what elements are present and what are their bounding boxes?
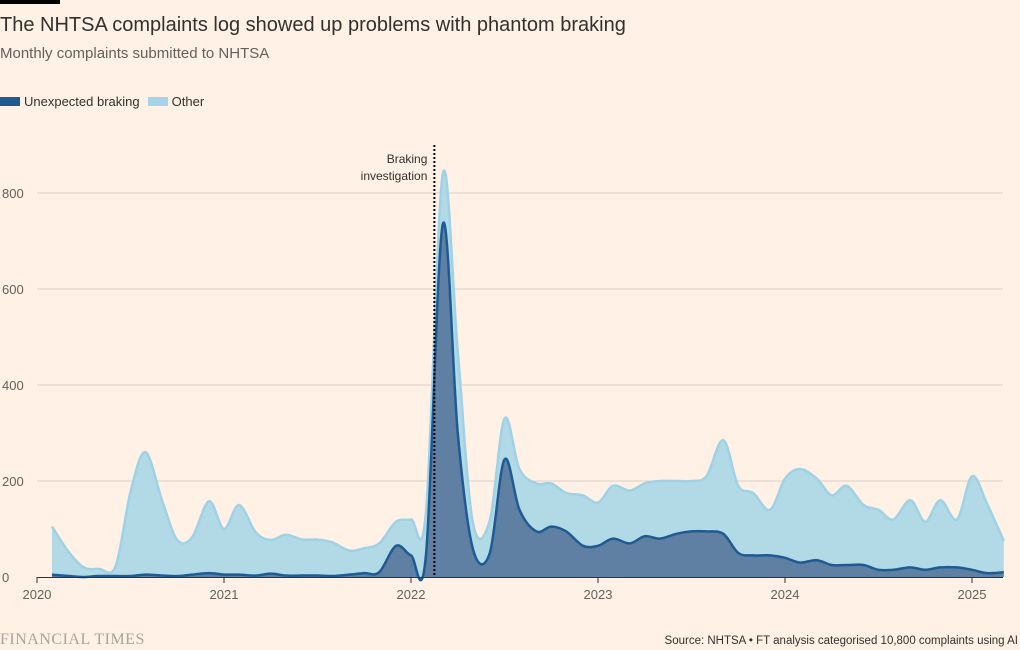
- chart-legend: Unexpected braking Other: [0, 94, 212, 109]
- annotation-label-line2: investigation: [361, 169, 428, 183]
- x-tick-label: 2023: [584, 587, 613, 602]
- annotation-label-line1: Braking: [387, 152, 428, 166]
- x-tick-label: 2025: [958, 587, 987, 602]
- source-note: Source: NHTSA • FT analysis categorised …: [664, 635, 1018, 647]
- chart-subtitle: Monthly complaints submitted to NHTSA: [0, 45, 270, 62]
- brand-accent-bar: [0, 0, 60, 4]
- area-chart: 0 200 400 600 800 2020 2021 2022 2023 2024 2025 B…: [2, 145, 1005, 602]
- chart-title: The NHTSA complaints log showed up probl…: [0, 14, 626, 36]
- gridlines: [37, 192, 1003, 482]
- y-tick-label: 200: [2, 474, 24, 489]
- x-tick-label: 2020: [23, 587, 52, 602]
- legend-swatch-other: [147, 97, 168, 106]
- legend-item-braking: Unexpected braking: [0, 94, 140, 109]
- y-tick-label: 0: [2, 570, 9, 585]
- x-tick-label: 2022: [397, 587, 426, 602]
- series-line-total: [50, 169, 1005, 575]
- legend-label-braking: Unexpected braking: [24, 94, 140, 109]
- series-area-total: [51, 170, 1004, 577]
- y-tick-label: 600: [2, 282, 24, 297]
- y-tick-label: 400: [2, 378, 24, 393]
- legend-label-other: Other: [171, 94, 205, 109]
- y-tick-label: 800: [2, 186, 24, 201]
- x-tick-label: 2021: [210, 587, 239, 602]
- y-axis: 0 200 400 600 800: [2, 186, 24, 585]
- legend-swatch-braking: [0, 97, 20, 106]
- ft-logo: FINANCIAL TIMES: [0, 631, 145, 648]
- series-line-braking: [51, 221, 1004, 582]
- x-tick-label: 2024: [771, 587, 800, 602]
- legend-item-other: Other: [147, 94, 205, 109]
- x-axis: 2020 2021 2022 2023 2024 2025: [23, 577, 987, 602]
